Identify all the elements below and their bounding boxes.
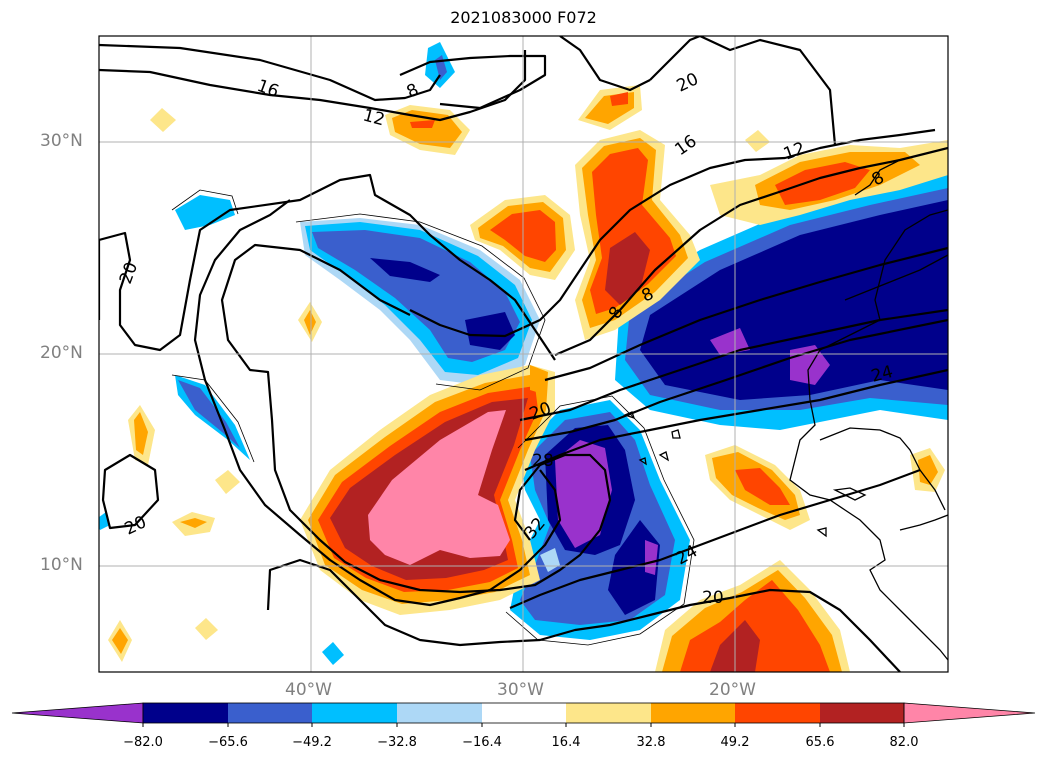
colorbar-segment — [820, 703, 904, 723]
contour-line — [559, 36, 651, 92]
contour-line — [524, 318, 948, 442]
map-border — [98, 35, 949, 673]
colorbar-tick-label: −49.2 — [292, 735, 332, 750]
colorbar-segment — [651, 703, 735, 723]
colorbar-segment — [397, 703, 482, 723]
lat-label-10n: 10°N — [40, 555, 83, 575]
positive-shading — [108, 85, 948, 672]
colorbar-tick-label: −82.0 — [123, 735, 163, 750]
colorbar-segment — [228, 703, 312, 723]
colorbar-tick-label: 16.4 — [551, 735, 581, 750]
lat-label-20n: 20°N — [40, 343, 83, 363]
gridlines — [99, 36, 948, 672]
contour-line — [699, 36, 837, 146]
contour-line — [649, 36, 701, 81]
thin-outlines — [171, 189, 695, 646]
contour-line — [544, 246, 948, 382]
lat-label-30n: 30°N — [40, 131, 83, 151]
contour-line — [519, 308, 948, 422]
contour-line — [409, 128, 936, 338]
colorbar-segment — [143, 703, 228, 723]
colorbar-extend-high — [903, 702, 1036, 724]
colorbar-tick-label: 49.2 — [720, 735, 750, 750]
contour-line — [101, 453, 160, 530]
colorbar-segment — [312, 703, 397, 723]
contour-line — [399, 54, 547, 110]
lon-label-20w: 20°W — [709, 680, 756, 700]
contour-line — [524, 368, 948, 472]
contour-lines — [99, 36, 948, 672]
colorbar-tick-label: 82.0 — [889, 735, 919, 750]
contour-line — [99, 173, 556, 361]
contour-line — [554, 146, 948, 357]
colorbar-tick-label: 65.6 — [805, 735, 835, 750]
colorbar-tick-label: −16.4 — [462, 735, 502, 750]
contour-label: 28 — [532, 451, 554, 471]
contour-label-group: 16 12 8 20 16 12 8 20 8 8 20 28 32 24 20… — [116, 69, 895, 608]
colorbar-segment — [566, 703, 651, 723]
contour-label: 20 — [702, 588, 724, 608]
colorbar-extend-low — [11, 702, 144, 724]
contour-line — [220, 243, 612, 594]
contour-line — [266, 558, 901, 672]
colorbar-tick-label: −65.6 — [208, 735, 248, 750]
contour-line — [193, 199, 562, 607]
map-plot-area: 16 12 8 20 16 12 8 20 8 8 20 28 32 24 20… — [99, 36, 948, 672]
contour-line — [509, 468, 921, 610]
colorbar-segment — [482, 703, 566, 723]
colorbar-tick-label: −32.8 — [377, 735, 417, 750]
contour-line — [99, 50, 527, 122]
lon-label-40w: 40°W — [285, 680, 332, 700]
map-title: 2021083000 F072 — [450, 8, 597, 27]
colorbar — [11, 702, 1036, 727]
contour-line — [99, 43, 441, 102]
colorbar-segment — [735, 703, 820, 723]
lon-label-30w: 30°W — [497, 680, 544, 700]
colorbar-tick-label: 32.8 — [636, 735, 666, 750]
coastline — [623, 159, 948, 661]
